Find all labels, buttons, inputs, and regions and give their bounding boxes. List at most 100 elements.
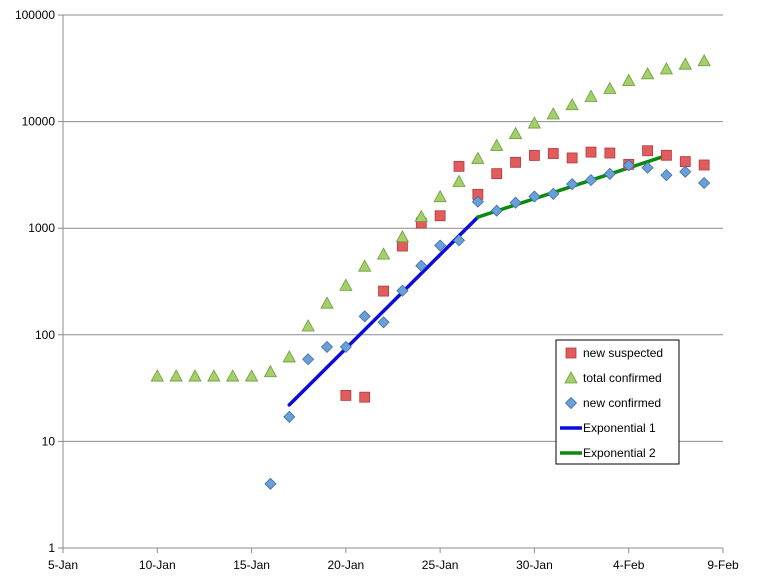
- total-confirmed-point-16: [452, 174, 466, 187]
- total-confirmed-point-10: [339, 278, 353, 291]
- new-confirmed-point-15: [547, 187, 560, 200]
- new-confirmed-point-23: [698, 176, 711, 190]
- y-tick-label-3: 1000: [28, 221, 55, 235]
- x-tick-label-3: 20-Jan: [328, 558, 365, 572]
- total-confirmed-point-25: [622, 73, 636, 86]
- new-confirmed-point-8: [415, 259, 428, 272]
- legend-key-new-suspected: [565, 347, 577, 359]
- new-confirmed-point-0: [264, 477, 277, 490]
- new-suspected-point-2: [378, 285, 389, 297]
- new-suspected-point-18: [679, 156, 691, 168]
- new-confirmed-point-22: [679, 165, 692, 178]
- total-confirmed-point-23: [584, 89, 598, 102]
- legend-label-exponential-1: Exponential 1: [583, 421, 656, 435]
- legend: new suspected total confirmed new confirme…: [555, 339, 680, 465]
- x-tick-label-4: 25-Jan: [422, 558, 459, 572]
- y-tick-label-1: 10: [42, 434, 56, 448]
- total-confirmed-point-26: [640, 67, 655, 80]
- gridlines: [63, 14, 723, 549]
- total-confirmed-point-3: [207, 369, 221, 382]
- y-tick-label-5: 100000: [15, 8, 55, 22]
- new-confirmed-point-9: [434, 239, 447, 252]
- legend-box: [555, 339, 680, 465]
- total-confirmed-point-27: [659, 62, 674, 75]
- new-suspected-point-6: [453, 160, 465, 172]
- new-suspected-point-11: [547, 148, 559, 159]
- new-confirmed-point-18: [603, 167, 616, 180]
- y-tick-label-4: 10000: [22, 115, 56, 129]
- new-confirmed-point-19: [622, 159, 635, 172]
- new-confirmed-point-2: [302, 353, 315, 366]
- total-confirmed-point-29: [697, 53, 711, 67]
- data-markers: [150, 53, 711, 490]
- total-confirmed-point-13: [395, 229, 410, 243]
- new-confirmed-point-20: [641, 161, 654, 174]
- total-confirmed-point-6: [263, 364, 278, 378]
- new-confirmed-point-1: [283, 410, 296, 423]
- total-confirmed-point-4: [226, 369, 240, 382]
- new-suspected-point-1: [359, 391, 371, 403]
- total-confirmed-point-24: [603, 81, 617, 94]
- axes: 1 10 100 1000 10000 100000 5-Jan 10-Jan 15-Jan 20…: [15, 8, 739, 572]
- new-suspected-point-10: [529, 150, 540, 161]
- legend-label-new-confirmed: new confirmed: [583, 396, 661, 410]
- total-confirmed-point-18: [490, 138, 504, 151]
- new-confirmed-point-13: [509, 196, 522, 209]
- legend-label-exponential-2: Exponential 2: [583, 446, 656, 460]
- exponential-1-line: [287, 215, 480, 407]
- new-confirmed-point-14: [528, 190, 541, 203]
- x-tick-label-7: 9-Feb: [707, 558, 739, 572]
- new-suspected-point-0: [340, 390, 352, 401]
- new-suspected-point-13: [585, 146, 597, 158]
- total-confirmed-point-12: [376, 247, 391, 260]
- total-confirmed-point-2: [188, 369, 202, 382]
- total-confirmed-point-20: [527, 116, 542, 129]
- total-confirmed-point-19: [508, 126, 523, 140]
- total-confirmed-point-11: [358, 259, 372, 272]
- x-tick-label-5: 30-Jan: [516, 558, 553, 572]
- total-confirmed-point-0: [150, 369, 164, 382]
- y-tick-label-0: 1: [48, 541, 55, 555]
- total-confirmed-point-9: [320, 296, 334, 309]
- total-confirmed-point-5: [244, 369, 259, 382]
- new-suspected-point-9: [510, 156, 521, 168]
- total-confirmed-point-15: [433, 189, 447, 203]
- x-tick-label-1: 10-Jan: [139, 558, 176, 572]
- total-confirmed-point-1: [169, 369, 183, 382]
- x-tick-label-0: 5-Jan: [48, 558, 78, 572]
- legend-label-new-suspected: new suspected: [583, 346, 663, 360]
- total-confirmed-point-8: [301, 319, 315, 332]
- legend-key-new-confirmed: [564, 396, 578, 410]
- total-confirmed-point-7: [282, 350, 296, 363]
- new-confirmed-point-3: [320, 340, 334, 353]
- new-suspected-point-8: [491, 168, 503, 180]
- total-confirmed-point-17: [471, 151, 485, 164]
- new-suspected-point-16: [642, 145, 653, 157]
- new-confirmed-point-21: [660, 169, 673, 182]
- new-suspected-point-17: [661, 149, 672, 161]
- x-tick-label-6: 4-Feb: [613, 558, 645, 572]
- new-confirmed-point-12: [490, 204, 503, 217]
- new-suspected-point-12: [566, 152, 578, 164]
- new-suspected-point-3: [397, 240, 408, 252]
- new-suspected-point-19: [698, 159, 710, 171]
- new-suspected-point-14: [604, 147, 616, 159]
- y-tick-label-2: 100: [35, 328, 55, 342]
- x-tick-label-2: 15-Jan: [233, 558, 270, 572]
- new-confirmed-point-17: [584, 174, 598, 187]
- total-confirmed-point-28: [678, 57, 692, 70]
- legend-key-total-confirmed: [564, 371, 578, 384]
- new-confirmed-point-11: [471, 195, 484, 208]
- new-confirmed-point-16: [566, 178, 579, 191]
- legend-label-total-confirmed: total confirmed: [583, 371, 662, 385]
- new-confirmed-point-7: [396, 284, 409, 297]
- new-confirmed-point-10: [452, 234, 466, 247]
- total-confirmed-point-14: [414, 209, 428, 222]
- new-confirmed-point-5: [358, 310, 371, 323]
- new-suspected-point-5: [434, 210, 446, 222]
- new-confirmed-point-4: [339, 340, 352, 353]
- new-confirmed-point-6: [377, 316, 390, 329]
- total-confirmed-point-21: [546, 107, 560, 120]
